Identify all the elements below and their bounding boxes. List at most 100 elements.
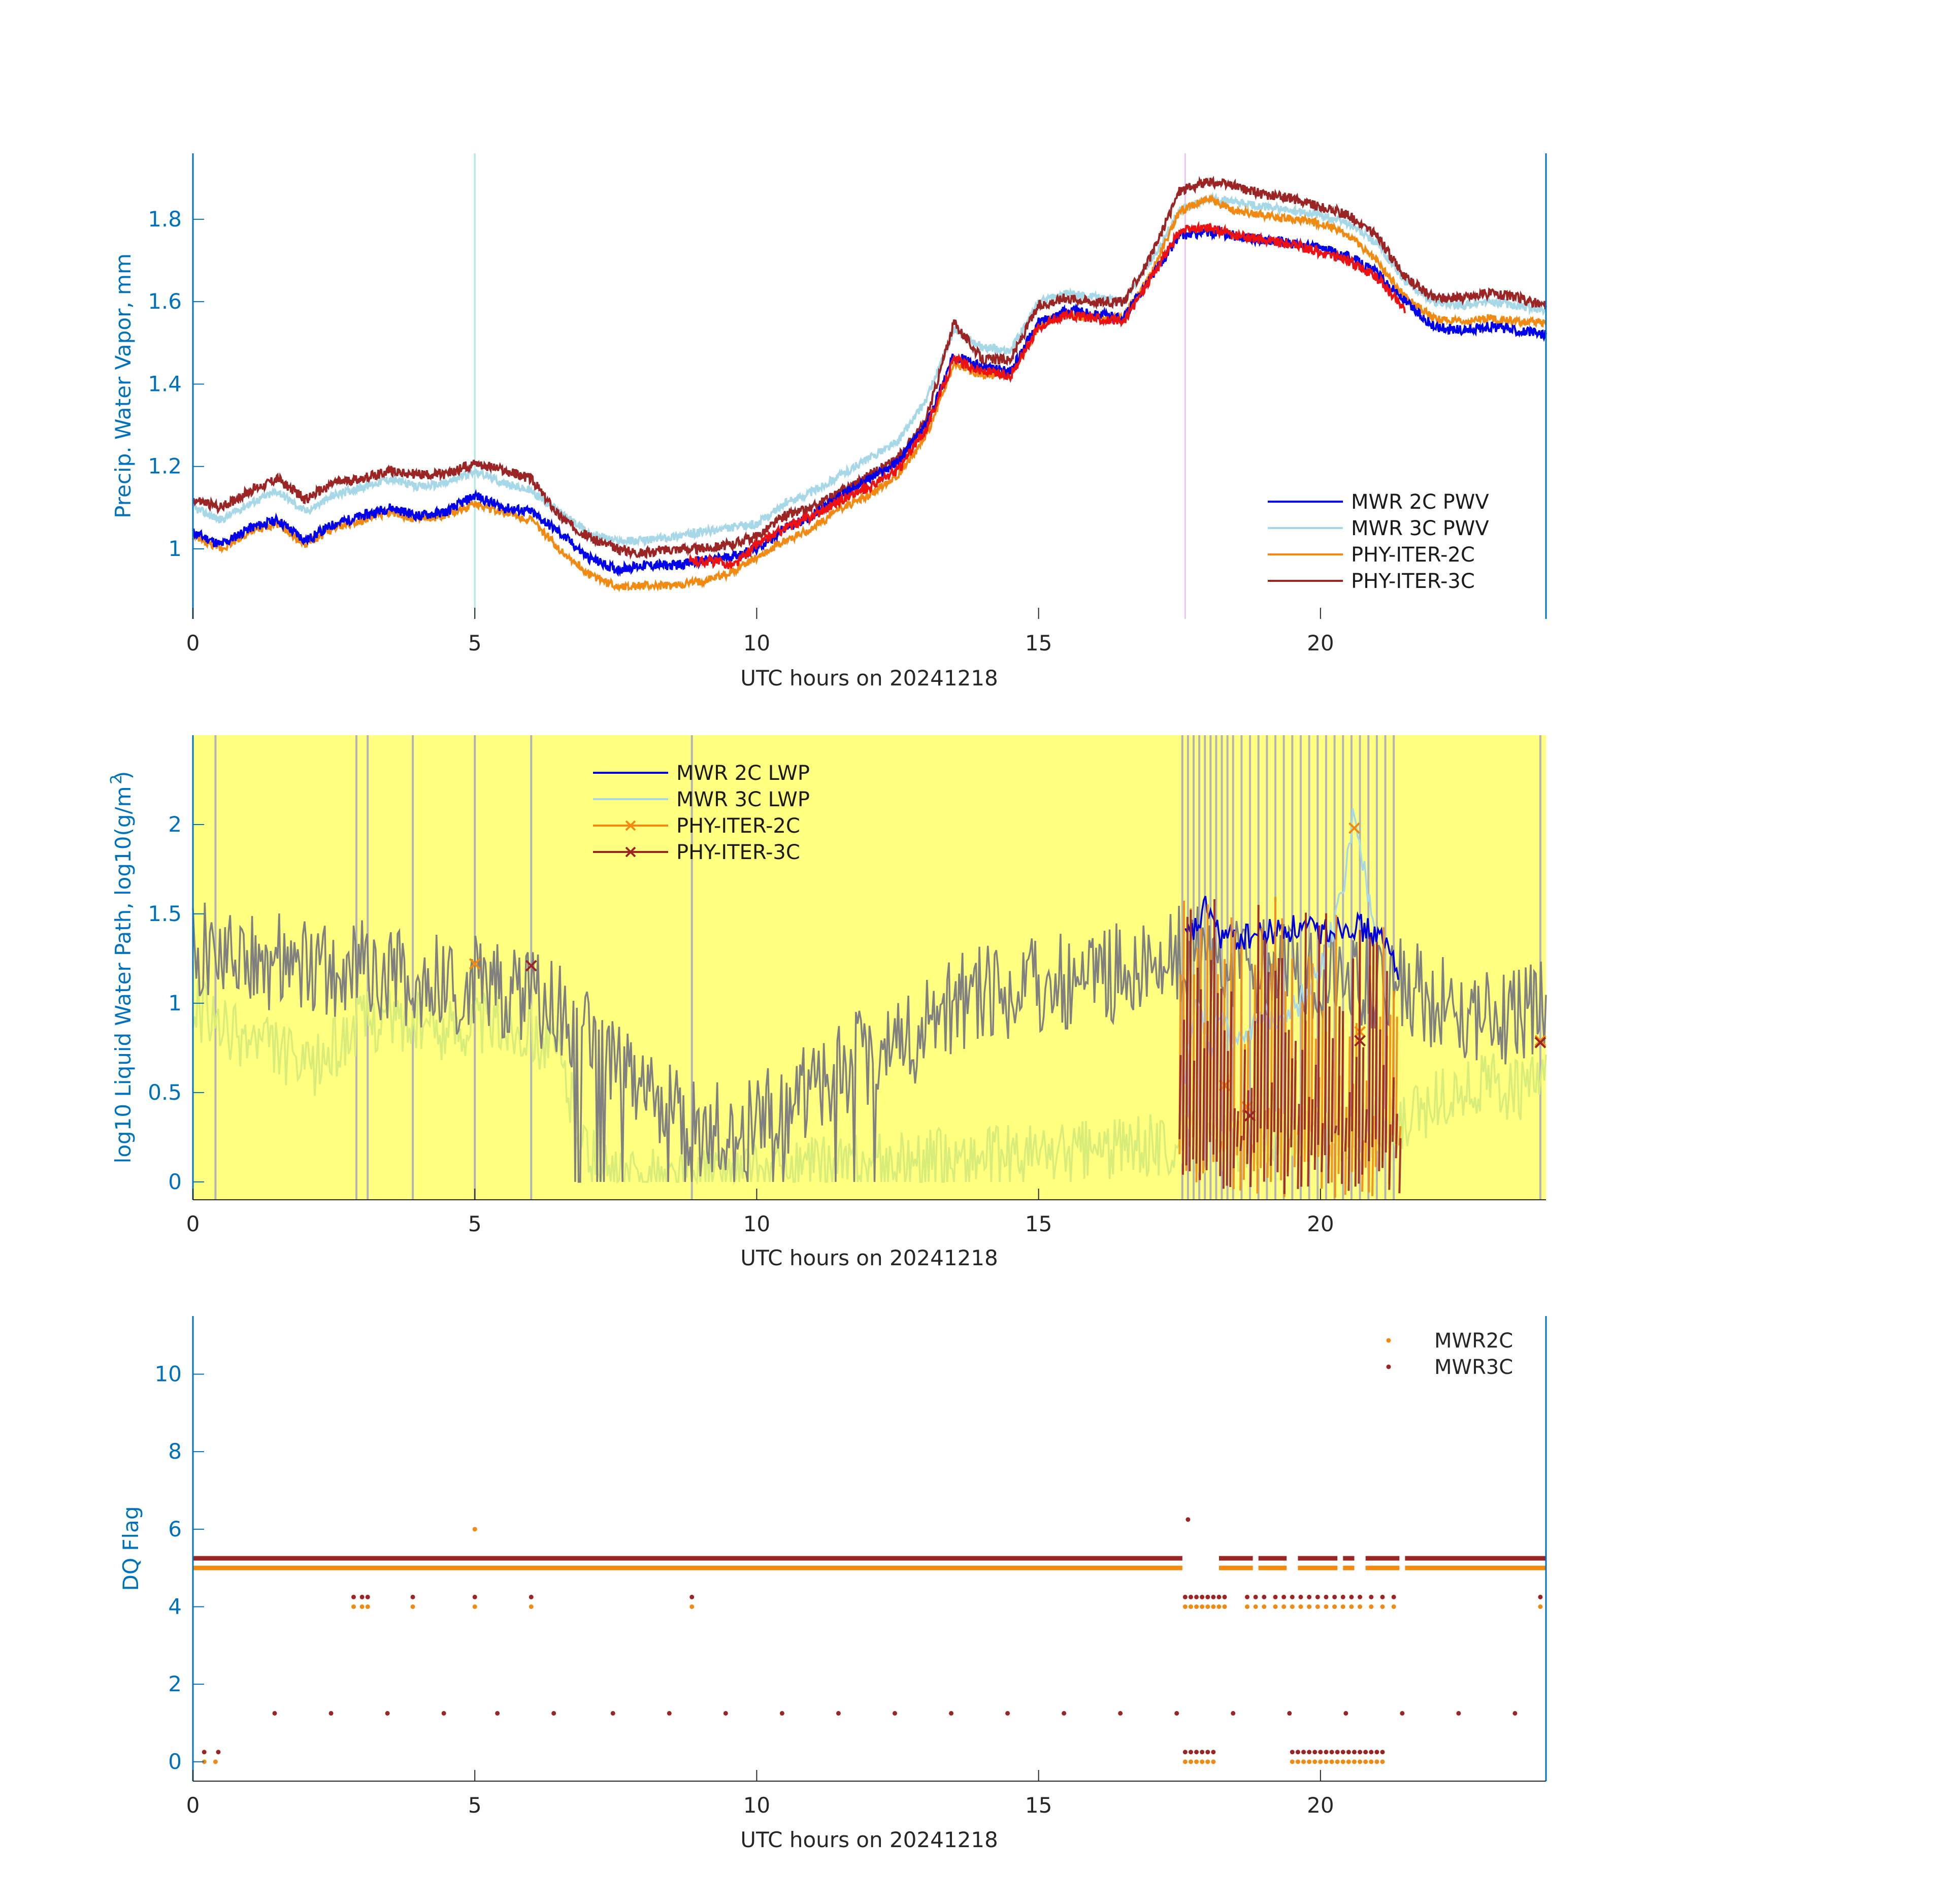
series-point [1290,1759,1295,1764]
series-point [1295,1759,1300,1764]
dq-y-ticks: 0 2 4 6 8 10 [155,1362,204,1774]
y-tick-label: 0 [168,1169,182,1194]
series-point [1200,1604,1205,1609]
lwp-legend: MWR 2C LWP MWR 3C LWP PHY-ITER-2C PHY-ITER-… [593,762,810,864]
series-point [1369,1604,1374,1609]
series-point [529,1594,534,1599]
series-point [1456,1711,1461,1716]
series-point [410,1604,415,1609]
y-tick-label: 0 [168,1749,182,1774]
series-point [1253,1594,1258,1599]
dq-y-label: DQ Flag [118,1506,143,1591]
series-point [1374,1759,1379,1764]
series-point [1005,1711,1010,1716]
lwp-series [192,808,1547,1198]
legend-marker [625,820,636,831]
series-point [1262,1594,1267,1599]
series-point [1262,1604,1267,1609]
series-point [1324,1594,1329,1599]
series-point [1194,1750,1199,1755]
legend-label: MWR3C [1434,1356,1513,1379]
series-point [1346,1750,1351,1755]
series-point [1332,1604,1337,1609]
series-point [1298,1604,1303,1609]
series-point [1290,1594,1295,1599]
legend-label: MWR 2C PWV [1351,490,1489,514]
series-point [1315,1604,1320,1609]
series-marker [469,958,481,970]
series-point [1380,1759,1385,1764]
series-point [351,1604,356,1609]
x-tick-label: 15 [1025,631,1052,655]
series-point [836,1711,841,1716]
pwv-plot-area [193,153,1546,619]
x-tick-label: 0 [186,1793,200,1818]
legend-label: MWR 3C LWP [676,788,810,811]
legend-label: PHY-ITER-2C [676,814,800,838]
y-tick-label: 0.5 [148,1080,182,1105]
series-line [688,220,1406,569]
series-point [1358,1750,1363,1755]
series-point [1253,1604,1258,1609]
series-point [1194,1604,1199,1609]
series-point [1205,1604,1210,1609]
series-point [1244,1604,1249,1609]
series-point [892,1711,897,1716]
x-tick-label: 5 [468,1793,482,1818]
series-point [1329,1759,1334,1764]
pwv-panel: 0 5 10 15 20 1 1.2 1.4 1.6 1.8 UTC hours on 2024… [111,153,1547,691]
pwv-y-ticks: 1 1.2 1.4 1.6 1.8 [148,207,204,561]
series-point [1062,1711,1067,1716]
series-point [1301,1759,1306,1764]
series-point [1216,1604,1222,1609]
lwp-y-ticks: 0 0.5 1 1.5 2 [148,812,204,1194]
series-point [365,1604,370,1609]
y-tick-label: 2 [168,1671,182,1696]
series-point [365,1594,370,1599]
pwv-legend: MWR 2C PWV MWR 3C PWV PHY-ITER-2C PHY-ITER-… [1268,490,1489,593]
series-point [1358,1594,1363,1599]
x-tick-label: 10 [743,1211,770,1236]
legend-label: MWR 2C LWP [676,762,810,785]
series-point [1329,1750,1334,1755]
series-point [1182,1759,1188,1764]
series-point [1324,1750,1329,1755]
dq-legend: MWR2C MWR3C [1386,1329,1513,1379]
series-point [723,1711,728,1716]
y-tick-label: 1 [168,536,182,561]
series-point [1538,1594,1543,1599]
series-point [1182,1604,1188,1609]
series-point [328,1711,334,1716]
series-point [1512,1711,1518,1716]
series-point [1369,1750,1374,1755]
lwp-y-label: log10 Liquid Water Path, log10(g/m )2 [108,771,136,1164]
legend-swatch [1386,1338,1391,1343]
series-point [1211,1750,1216,1755]
series-point [1400,1711,1405,1716]
series-point [1391,1604,1396,1609]
series-point [441,1711,446,1716]
series-point [1363,1750,1368,1755]
dq-panel: 0 5 10 15 20 0 2 4 6 8 10 UTC hours on 20241218 D… [118,1316,1547,1852]
series-point [1295,1750,1300,1755]
series-point [1290,1604,1295,1609]
legend-swatch [1386,1364,1391,1369]
series-point [1194,1594,1199,1599]
series-point [1363,1759,1368,1764]
lwp-x-label: UTC hours on 20241218 [740,1245,998,1270]
y-tick-label: 10 [155,1362,182,1387]
series-point [1188,1594,1193,1599]
x-tick-label: 10 [743,1793,770,1818]
y-tick-label: 1 [168,991,182,1015]
series-point [1374,1750,1379,1755]
series-point [1287,1711,1292,1716]
series-point [1216,1594,1222,1599]
series-point [1307,1750,1312,1755]
series-line [1178,899,1402,1194]
series-point [1182,1750,1188,1755]
legend-label: PHY-ITER-3C [676,841,800,864]
series-marker [1534,1035,1546,1047]
x-tick-label: 20 [1307,1211,1334,1236]
series-point [1307,1604,1312,1609]
series-line [192,176,1547,560]
